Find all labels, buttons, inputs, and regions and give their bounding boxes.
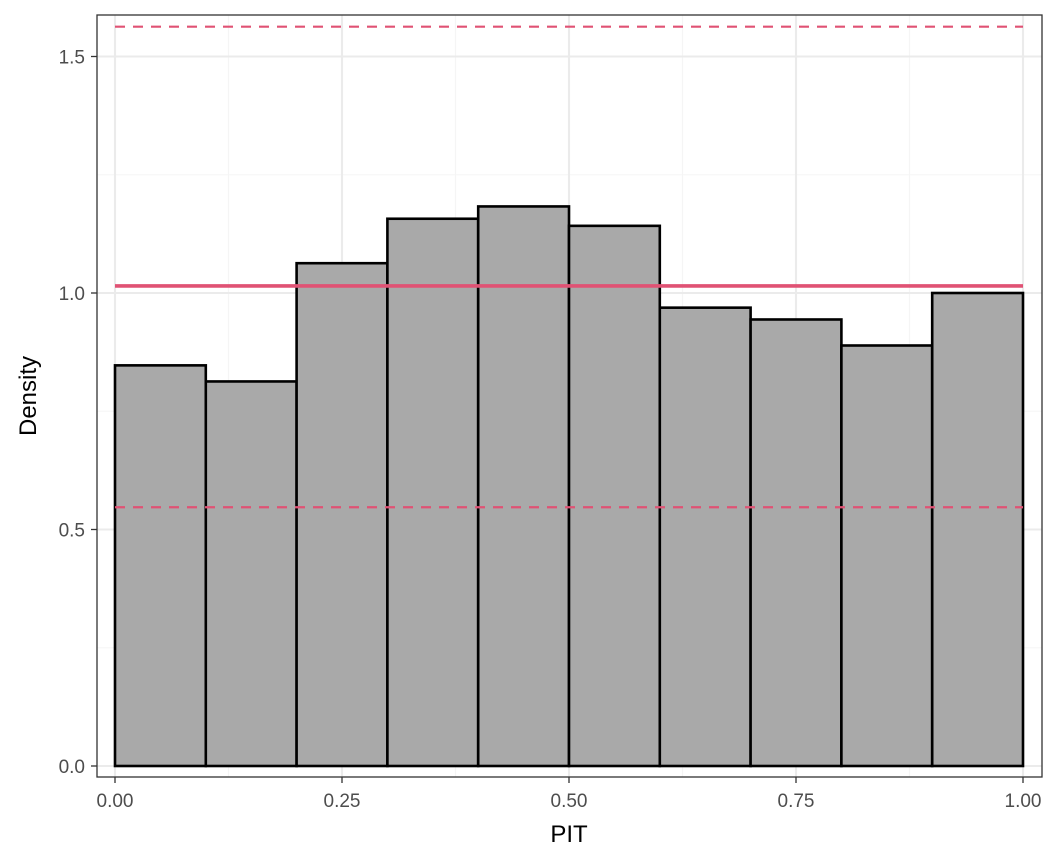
x-axis-ticks: 0.00 0.25 0.50 0.75 1.00 bbox=[97, 777, 1042, 812]
histogram-bar bbox=[840, 344, 934, 768]
reference-lines-layer bbox=[115, 25, 1023, 509]
x-tick-label: 0.25 bbox=[324, 791, 361, 812]
histogram-bar bbox=[386, 217, 480, 768]
y-tick-label: 1.5 bbox=[59, 48, 85, 69]
histogram-bar bbox=[204, 380, 298, 768]
histogram-bar bbox=[476, 205, 571, 768]
x-tick-label: 1.00 bbox=[1005, 791, 1042, 812]
histogram-bar bbox=[567, 224, 662, 768]
x-tick-label: 0.00 bbox=[97, 791, 134, 812]
y-tick-label: 1.0 bbox=[59, 284, 85, 305]
y-tick-label: 0.0 bbox=[59, 757, 85, 778]
y-axis-title: Density bbox=[15, 356, 42, 436]
x-tick-label: 0.50 bbox=[551, 791, 588, 812]
histogram-bar bbox=[113, 364, 208, 768]
y-axis-ticks: 0.0 0.5 1.0 1.5 bbox=[59, 48, 97, 778]
x-axis-title: PIT bbox=[550, 821, 588, 848]
bars-layer bbox=[113, 205, 1025, 768]
y-tick-label: 0.5 bbox=[59, 521, 85, 542]
histogram-bar bbox=[658, 306, 752, 768]
histogram-bar bbox=[930, 291, 1025, 768]
histogram-bar bbox=[295, 261, 389, 768]
histogram-bar bbox=[749, 318, 843, 768]
x-tick-label: 0.75 bbox=[778, 791, 815, 812]
